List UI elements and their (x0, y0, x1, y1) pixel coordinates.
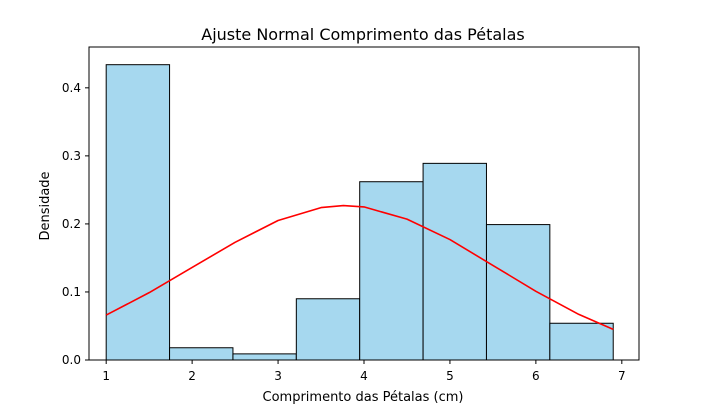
x-tick-label: 6 (532, 369, 540, 383)
histogram-bar (169, 347, 234, 361)
y-tick-label: 0.4 (62, 81, 81, 95)
x-axis-ticks: 1 2 3 4 5 6 7 (102, 360, 626, 383)
histogram-bar (422, 162, 487, 361)
y-axis-ticks: 0.0 0.1 0.2 0.3 0.4 (62, 81, 89, 367)
x-tick-label: 4 (360, 369, 368, 383)
y-tick-label: 0.2 (62, 217, 81, 231)
histogram-bar (105, 64, 171, 361)
y-axis-label: Densidade (38, 171, 53, 240)
y-tick-label: 0.3 (62, 149, 81, 163)
chart-title: Ajuste Normal Comprimento das Pétalas (201, 25, 524, 44)
histogram-bars (105, 64, 614, 361)
histogram-bar (295, 298, 361, 361)
x-tick-label: 3 (274, 369, 282, 383)
normal-fit-curve-layer (105, 204, 614, 331)
x-tick-label: 5 (446, 369, 454, 383)
x-tick-label: 7 (618, 369, 626, 383)
y-tick-label: 0.0 (62, 353, 81, 367)
x-tick-label: 1 (102, 369, 110, 383)
histogram-bar (359, 181, 424, 361)
histogram-bar (485, 224, 551, 361)
normal-fit-curve (105, 204, 614, 331)
x-tick-label: 2 (188, 369, 196, 383)
histogram-bar (549, 322, 614, 361)
x-axis-label: Comprimento das Pétalas (cm) (263, 390, 464, 405)
histogram-bar (232, 353, 297, 361)
y-tick-label: 0.1 (62, 285, 81, 299)
